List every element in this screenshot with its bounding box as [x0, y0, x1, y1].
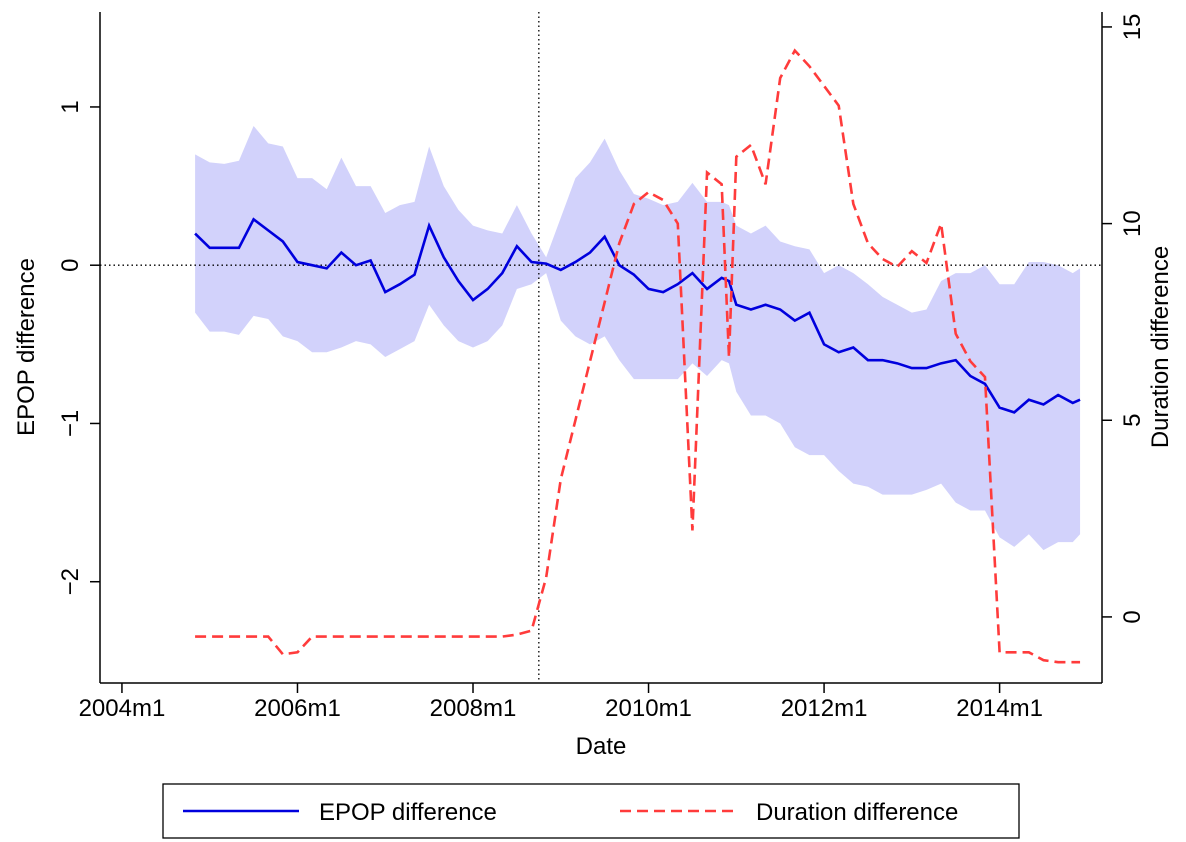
y-tick-label: −2	[57, 568, 84, 595]
legend-label: EPOP difference	[319, 799, 497, 826]
x-tick-label: 2008m1	[430, 695, 517, 722]
x-tick-label: 2006m1	[254, 695, 341, 722]
x-tick-label: 2004m1	[79, 695, 166, 722]
y-tick-label: 0	[57, 259, 84, 272]
x-tick-label: 2010m1	[605, 695, 692, 722]
y2-tick-label: 15	[1119, 14, 1146, 41]
y2-tick-label: 0	[1119, 610, 1146, 623]
y2-tick-label: 10	[1119, 210, 1146, 237]
confidence-band	[195, 125, 1081, 551]
legend-box	[162, 783, 1020, 839]
x-tick-label: 2014m1	[956, 695, 1043, 722]
legend-label: Duration difference	[756, 799, 958, 826]
x-tick-label: 2012m1	[781, 695, 868, 722]
x-axis-title: Date	[576, 733, 627, 760]
y-tick-label: −1	[57, 410, 84, 437]
y2-tick-label: 5	[1119, 414, 1146, 427]
y2-axis-title: Duration difference	[1147, 246, 1174, 448]
y-tick-label: 1	[57, 100, 84, 113]
y-axis-title: EPOP difference	[13, 258, 40, 436]
series-line	[194, 217, 1081, 414]
